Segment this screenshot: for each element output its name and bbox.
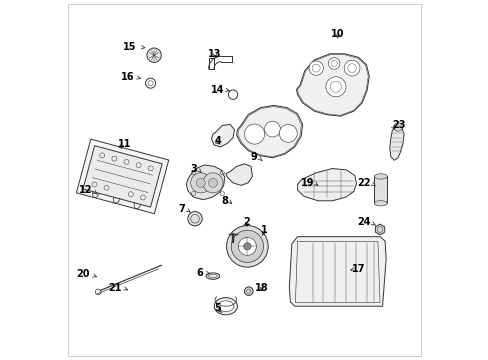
Text: 23: 23 bbox=[391, 121, 405, 130]
Text: 12: 12 bbox=[79, 185, 92, 195]
Polygon shape bbox=[296, 54, 368, 116]
Circle shape bbox=[244, 287, 253, 296]
Circle shape bbox=[308, 61, 323, 75]
Ellipse shape bbox=[217, 301, 233, 312]
Ellipse shape bbox=[373, 174, 386, 179]
Ellipse shape bbox=[214, 298, 237, 315]
Circle shape bbox=[325, 77, 346, 97]
Text: 19: 19 bbox=[300, 178, 314, 188]
Text: 5: 5 bbox=[214, 303, 221, 314]
Text: 17: 17 bbox=[351, 264, 365, 274]
Polygon shape bbox=[83, 146, 162, 207]
Circle shape bbox=[244, 243, 250, 250]
Text: 1: 1 bbox=[261, 225, 267, 235]
Polygon shape bbox=[225, 164, 252, 185]
Text: 4: 4 bbox=[215, 136, 222, 145]
Circle shape bbox=[328, 58, 339, 69]
Polygon shape bbox=[297, 168, 356, 201]
Text: 7: 7 bbox=[178, 204, 185, 214]
Text: 21: 21 bbox=[108, 283, 122, 293]
Text: 6: 6 bbox=[196, 267, 203, 278]
Text: 15: 15 bbox=[123, 42, 137, 51]
Text: 10: 10 bbox=[330, 29, 344, 39]
Text: 11: 11 bbox=[118, 139, 131, 149]
Polygon shape bbox=[236, 105, 302, 158]
Circle shape bbox=[238, 237, 256, 255]
Circle shape bbox=[264, 121, 280, 137]
Circle shape bbox=[196, 178, 205, 188]
Circle shape bbox=[226, 226, 267, 267]
Circle shape bbox=[190, 173, 210, 193]
Text: 14: 14 bbox=[211, 85, 224, 95]
Text: 18: 18 bbox=[254, 283, 268, 293]
Polygon shape bbox=[289, 237, 386, 306]
Text: 24: 24 bbox=[357, 217, 370, 227]
Polygon shape bbox=[375, 224, 384, 235]
Circle shape bbox=[187, 212, 202, 226]
Bar bbox=[373, 176, 386, 203]
Polygon shape bbox=[186, 165, 224, 200]
Circle shape bbox=[393, 123, 402, 131]
Circle shape bbox=[147, 48, 161, 62]
Text: 9: 9 bbox=[250, 152, 257, 162]
Circle shape bbox=[208, 178, 217, 188]
Circle shape bbox=[203, 173, 223, 193]
Text: 13: 13 bbox=[208, 49, 222, 59]
Text: 3: 3 bbox=[190, 163, 197, 174]
Ellipse shape bbox=[206, 273, 219, 279]
Circle shape bbox=[244, 124, 264, 144]
Text: 2: 2 bbox=[243, 217, 249, 227]
Polygon shape bbox=[211, 125, 234, 147]
Circle shape bbox=[231, 230, 263, 262]
Polygon shape bbox=[389, 126, 403, 160]
Text: 8: 8 bbox=[221, 196, 228, 206]
Text: 16: 16 bbox=[121, 72, 134, 82]
Text: 20: 20 bbox=[76, 269, 89, 279]
Circle shape bbox=[279, 125, 297, 142]
Polygon shape bbox=[76, 139, 168, 214]
Ellipse shape bbox=[373, 201, 386, 206]
Text: 22: 22 bbox=[357, 178, 370, 188]
Circle shape bbox=[344, 60, 359, 76]
